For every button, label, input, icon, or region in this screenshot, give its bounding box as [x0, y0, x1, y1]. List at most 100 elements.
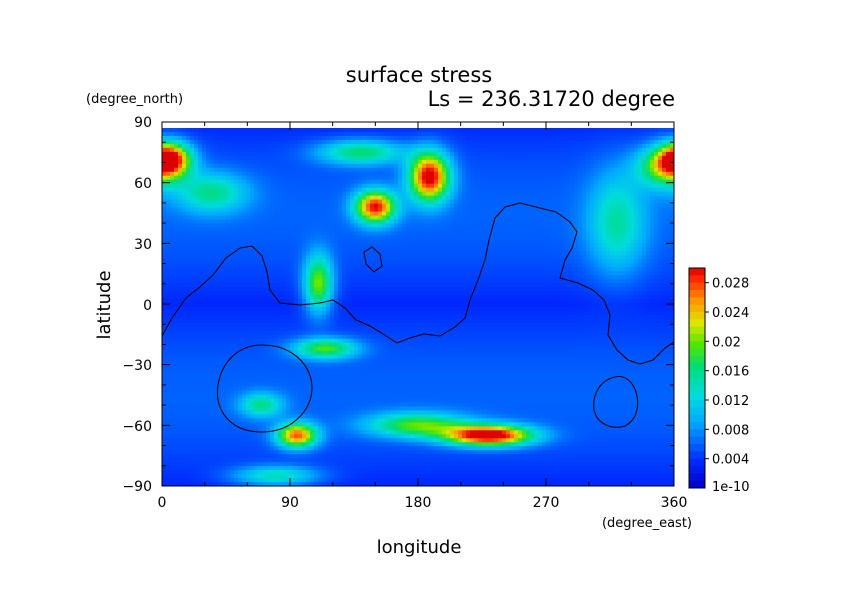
heat-cell	[322, 151, 327, 157]
heat-cell	[278, 163, 283, 169]
heat-cell	[546, 211, 551, 217]
heat-cell	[238, 263, 243, 268]
heat-cell	[462, 255, 467, 260]
heat-cell	[314, 243, 319, 248]
heat-cell	[258, 179, 263, 185]
heat-cell	[590, 235, 595, 240]
heat-cell	[330, 128, 335, 133]
heat-cell	[194, 128, 199, 133]
heat-cell	[670, 199, 674, 205]
heat-cell	[550, 251, 555, 256]
heat-cell	[234, 179, 239, 185]
heat-cell	[234, 263, 239, 268]
heat-cell	[582, 223, 587, 229]
heat-cell	[598, 147, 603, 153]
heat-cell	[386, 171, 391, 177]
heat-cell	[366, 167, 371, 173]
heat-cell	[446, 191, 451, 197]
heat-cell	[602, 239, 607, 244]
heat-cell	[238, 271, 243, 276]
heat-cell	[398, 211, 403, 217]
heat-cell	[398, 151, 403, 157]
heat-cell	[450, 171, 455, 177]
heat-cell	[354, 207, 359, 213]
heat-cell	[550, 223, 555, 229]
heat-cell	[206, 175, 211, 181]
heat-cell	[330, 219, 335, 225]
heat-cell	[574, 203, 579, 209]
heat-cell	[422, 171, 427, 177]
heat-cell	[486, 179, 491, 185]
heat-cell	[486, 147, 491, 153]
heat-cell	[582, 183, 587, 189]
heat-cell	[290, 135, 295, 141]
heat-cell	[366, 279, 371, 284]
heat-cell	[558, 243, 563, 248]
heat-cell	[462, 251, 467, 256]
heat-cell	[622, 267, 627, 272]
heat-cell	[470, 147, 475, 153]
heat-cell	[350, 151, 355, 157]
heat-cell	[274, 131, 279, 137]
heat-cell	[166, 247, 171, 252]
heat-cell	[666, 215, 671, 221]
heat-cell	[478, 195, 483, 201]
heat-cell	[466, 271, 471, 276]
heat-cell	[190, 159, 195, 165]
heat-cell	[326, 187, 331, 193]
heat-cell	[298, 263, 303, 268]
heat-cell	[450, 203, 455, 209]
heat-cell	[622, 167, 627, 173]
heat-cell	[306, 128, 311, 133]
heat-cell	[330, 155, 335, 161]
heat-cell	[190, 259, 195, 264]
heat-cell	[294, 151, 299, 157]
heat-cell	[170, 275, 175, 280]
heat-cell	[190, 247, 195, 252]
heat-cell	[490, 151, 495, 157]
heat-cell	[378, 171, 383, 177]
heat-cell	[418, 235, 423, 240]
heat-cell	[618, 211, 623, 217]
heat-cell	[446, 235, 451, 240]
heat-cell	[354, 275, 359, 280]
heat-cell	[226, 239, 231, 244]
heat-cell	[198, 203, 203, 209]
heat-cell	[510, 135, 515, 141]
heat-cell	[670, 207, 674, 213]
heat-cell	[446, 259, 451, 264]
heat-cell	[222, 131, 227, 137]
heat-cell	[554, 255, 559, 260]
heat-cell	[286, 131, 291, 137]
heat-cell	[610, 175, 615, 181]
heat-cell	[638, 243, 643, 248]
heat-cell	[602, 235, 607, 240]
heat-cell	[366, 255, 371, 260]
heat-cell	[618, 243, 623, 248]
heat-cell	[366, 135, 371, 141]
heat-cell	[210, 247, 215, 252]
heat-cell	[202, 159, 207, 165]
heat-cell	[546, 247, 551, 252]
heat-cell	[522, 243, 527, 248]
heat-cell	[458, 187, 463, 193]
heat-cell	[450, 259, 455, 264]
heat-cell	[426, 128, 431, 133]
heat-cell	[578, 143, 583, 149]
heat-cell	[634, 155, 639, 161]
heat-cell	[214, 223, 219, 229]
heat-cell	[494, 275, 499, 280]
heat-cell	[474, 195, 479, 201]
heat-cell	[166, 263, 171, 268]
heat-cell	[658, 159, 663, 165]
heat-cell	[430, 243, 435, 248]
heat-cell	[310, 207, 315, 213]
heat-cell	[354, 175, 359, 181]
heat-cell	[510, 207, 515, 213]
heat-cell	[414, 231, 419, 236]
heat-cell	[370, 243, 375, 248]
heat-cell	[254, 155, 259, 161]
heat-cell	[530, 263, 535, 268]
heat-cell	[610, 139, 615, 145]
heat-cell	[454, 215, 459, 221]
